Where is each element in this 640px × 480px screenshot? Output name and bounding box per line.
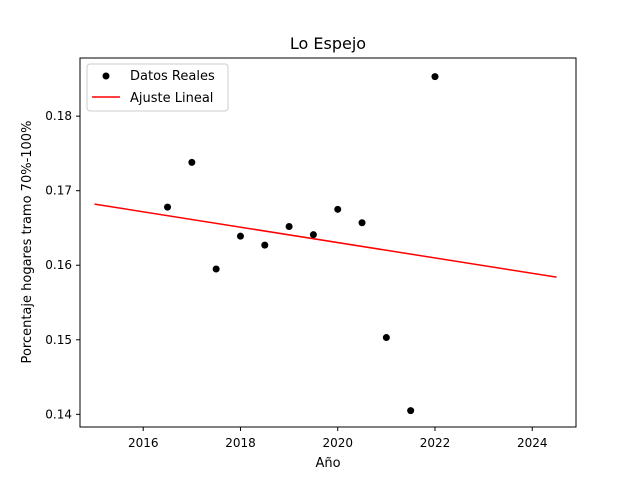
y-tick-label: 0.17 — [45, 184, 72, 198]
data-point — [382, 334, 390, 342]
x-tick-label: 2022 — [420, 436, 451, 450]
data-point — [188, 158, 196, 166]
x-axis: 2016 2018 2020 2022 2024 — [128, 427, 548, 450]
data-point — [212, 265, 220, 273]
fit-line — [94, 203, 557, 278]
x-tick-label: 2024 — [517, 436, 548, 450]
data-point — [285, 222, 293, 230]
data-point — [261, 241, 269, 249]
legend-box — [86, 63, 229, 112]
legend-label-ajuste-lineal: Ajuste Lineal — [130, 91, 213, 106]
y-axis-label: Porcentaje hogares tramo 70%-100% — [20, 121, 35, 364]
legend-marker-datos-reales — [102, 72, 110, 80]
x-tick-label: 2018 — [225, 436, 256, 450]
chart-title: Lo Espejo — [290, 34, 366, 53]
plot-frame — [79, 57, 577, 428]
y-tick-label: 0.14 — [45, 407, 72, 421]
x-axis-label: Año — [315, 456, 340, 471]
y-tick-label: 0.16 — [45, 258, 72, 272]
data-point — [431, 73, 439, 81]
data-point — [358, 219, 366, 227]
data-point — [236, 232, 244, 240]
y-axis: 0.14 0.15 0.16 0.17 0.18 — [45, 109, 80, 421]
y-tick-label: 0.15 — [45, 333, 72, 347]
data-point — [334, 205, 342, 213]
legend: Datos Reales Ajuste Lineal — [86, 63, 229, 112]
legend-label-datos-reales: Datos Reales — [130, 69, 215, 84]
data-point — [309, 231, 317, 239]
data-point — [407, 407, 415, 415]
y-tick-label: 0.18 — [45, 109, 72, 123]
data-point — [164, 203, 172, 211]
x-tick-label: 2020 — [322, 436, 353, 450]
x-tick-label: 2016 — [128, 436, 159, 450]
